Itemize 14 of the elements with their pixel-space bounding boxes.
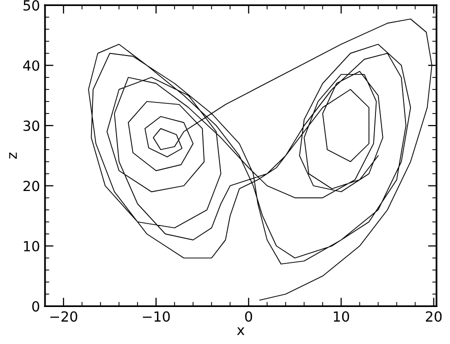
y-tick-label: 10 bbox=[24, 240, 40, 252]
y-tick-label: 0 bbox=[32, 301, 40, 312]
x-tick-label: 10 bbox=[334, 311, 350, 322]
y-axis-title: z bbox=[9, 152, 17, 159]
x-tick-label: −10 bbox=[142, 311, 170, 322]
y-tick-label: 40 bbox=[23, 60, 40, 71]
y-tick-label: 20 bbox=[23, 180, 40, 192]
y-tick-label: 30 bbox=[24, 120, 40, 132]
x-tick-label: 20 bbox=[426, 311, 442, 322]
x-tick-label: 0 bbox=[245, 311, 252, 322]
y-tick-label: 50 bbox=[24, 0, 40, 11]
line-series bbox=[88, 18, 432, 301]
x-axis-title: x bbox=[237, 327, 244, 336]
x-tick-label: −20 bbox=[50, 311, 78, 322]
